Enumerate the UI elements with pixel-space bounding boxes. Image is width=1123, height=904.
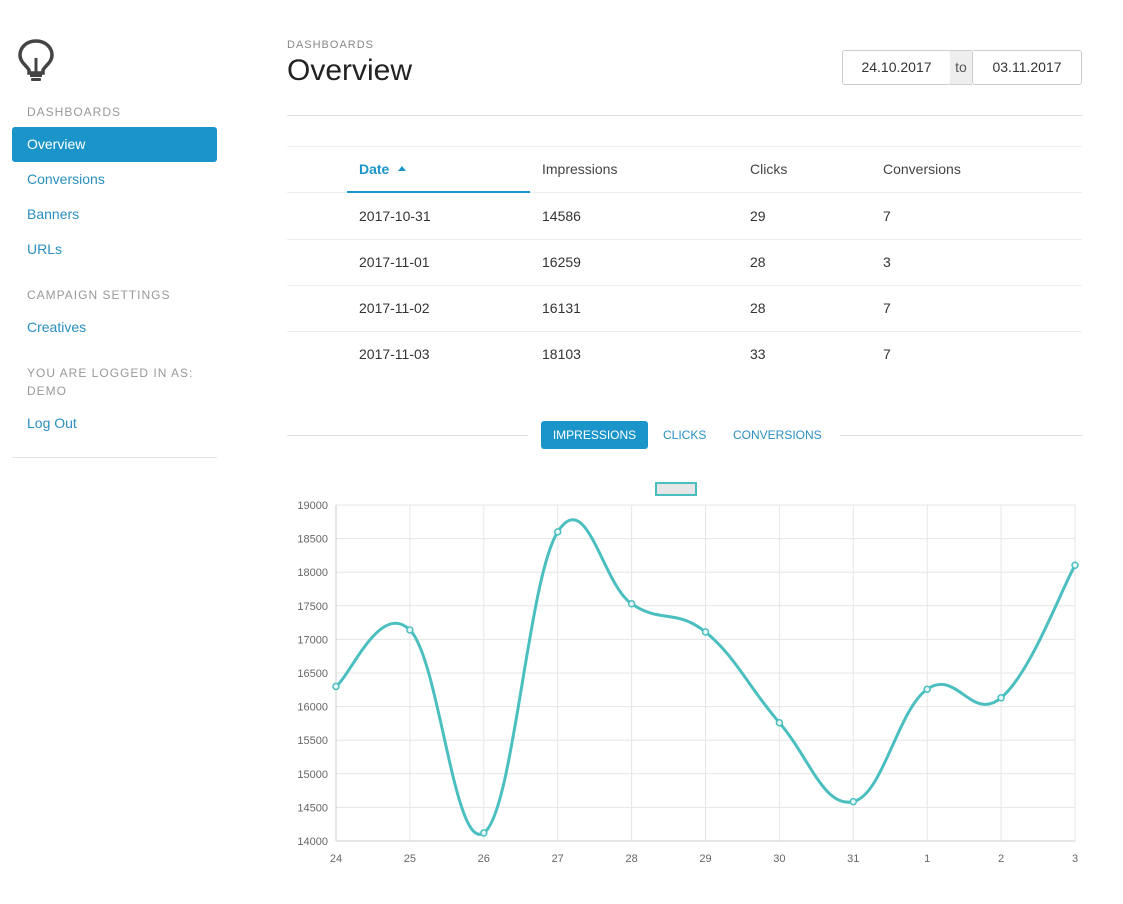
y-tick-label: 17500 (297, 601, 328, 613)
sidebar-section-campaign: CAMPAIGN SETTINGS (27, 288, 171, 302)
date-from-input[interactable]: 24.10.2017 (842, 50, 951, 85)
sidebar-item-overview[interactable]: Overview (12, 127, 217, 162)
x-tick-label: 27 (552, 853, 564, 865)
cell-clicks: 29 (750, 208, 766, 224)
page-title: Overview (287, 54, 413, 87)
data-point (701, 628, 710, 636)
sidebar-section-dashboards: DASHBOARDS (27, 105, 122, 119)
data-point (1071, 561, 1079, 570)
x-tick-label: 30 (773, 853, 785, 865)
header-row-border (287, 192, 1082, 193)
tab-conversions[interactable]: CONVERSIONS (733, 428, 822, 442)
cell-conversions: 7 (883, 208, 891, 224)
y-tick-label: 16000 (297, 702, 328, 714)
lightbulb-icon (18, 39, 54, 81)
cell-date: 2017-11-01 (359, 254, 430, 270)
data-point (775, 718, 784, 727)
column-header-conversions[interactable]: Conversions (883, 161, 961, 177)
cell-conversions: 7 (883, 300, 891, 316)
username: DEMO (27, 384, 67, 398)
sort-asc-icon (398, 165, 407, 171)
y-tick-label: 17000 (297, 634, 328, 646)
date-to-input[interactable]: 03.11.2017 (972, 50, 1082, 85)
logout-link[interactable]: Log Out (27, 415, 77, 431)
row-divider (287, 285, 1082, 286)
cell-impressions: 16259 (542, 254, 581, 270)
breadcrumb: DASHBOARDS (287, 39, 375, 51)
x-tick-label: 2 (998, 853, 1004, 865)
column-header-date-label: Date (359, 161, 390, 177)
data-point (553, 528, 562, 536)
legend-swatch (655, 482, 697, 496)
y-tick-label: 18000 (297, 567, 328, 579)
data-point (406, 626, 414, 634)
y-tick-label: 16500 (297, 668, 328, 680)
data-point (923, 685, 931, 693)
tab-impressions[interactable]: IMPRESSIONS (541, 421, 648, 449)
date-range-separator: to (950, 50, 972, 85)
x-tick-label: 29 (699, 853, 711, 865)
cell-date: 2017-11-02 (359, 300, 430, 316)
cell-impressions: 16131 (542, 300, 581, 316)
column-header-date[interactable]: Date (359, 161, 407, 177)
cell-clicks: 33 (750, 346, 766, 362)
sidebar-item-creatives[interactable]: Creatives (27, 319, 87, 335)
cell-clicks: 28 (750, 300, 766, 316)
x-tick-label: 1 (924, 853, 930, 865)
cell-conversions: 3 (883, 254, 891, 270)
tabs-divider-left (287, 435, 528, 436)
impressions-series-line (334, 518, 1077, 836)
data-point (627, 600, 636, 608)
tabs-divider-right (840, 435, 1082, 436)
column-header-clicks[interactable]: Clicks (750, 161, 788, 177)
sidebar-item-urls[interactable]: URLs (27, 241, 63, 257)
column-header-impressions[interactable]: Impressions (542, 161, 618, 177)
y-tick-label: 15000 (297, 769, 328, 781)
data-point (480, 829, 488, 837)
y-tick-label: 14500 (297, 802, 328, 814)
x-tick-label: 26 (478, 853, 490, 865)
x-tick-label: 28 (625, 853, 637, 865)
data-point (849, 797, 858, 806)
sidebar-item-conversions[interactable]: Conversions (27, 171, 105, 187)
cell-date: 2017-10-31 (359, 208, 431, 224)
cell-date: 2017-11-03 (359, 346, 430, 362)
data-point (332, 682, 340, 691)
cell-impressions: 14586 (542, 208, 581, 224)
row-divider (287, 331, 1082, 332)
sidebar-divider (12, 457, 217, 458)
y-tick-label: 19000 (297, 500, 328, 512)
x-tick-label: 24 (330, 853, 342, 865)
cell-conversions: 7 (883, 346, 891, 362)
x-tick-label: 31 (847, 853, 859, 865)
sidebar-item-banners[interactable]: Banners (27, 206, 80, 222)
y-tick-label: 18500 (297, 534, 328, 546)
impressions-line-chart: 14000 14500 15000 15500 16000 16500 17000 17500… (297, 482, 1079, 865)
y-tick-label: 14000 (297, 836, 328, 848)
sort-indicator-underline (347, 191, 530, 193)
x-tick-label: 3 (1072, 853, 1078, 865)
y-tick-label: 15500 (297, 735, 328, 747)
table-top-border (287, 146, 1082, 147)
cell-clicks: 28 (750, 254, 766, 270)
cell-impressions: 18103 (542, 346, 581, 362)
x-tick-label: 25 (404, 853, 416, 865)
logged-in-label: YOU ARE LOGGED IN AS: (27, 366, 194, 380)
tab-clicks[interactable]: CLICKS (663, 428, 707, 442)
header-divider (287, 115, 1082, 116)
row-divider (287, 239, 1082, 240)
data-point (997, 694, 1005, 702)
